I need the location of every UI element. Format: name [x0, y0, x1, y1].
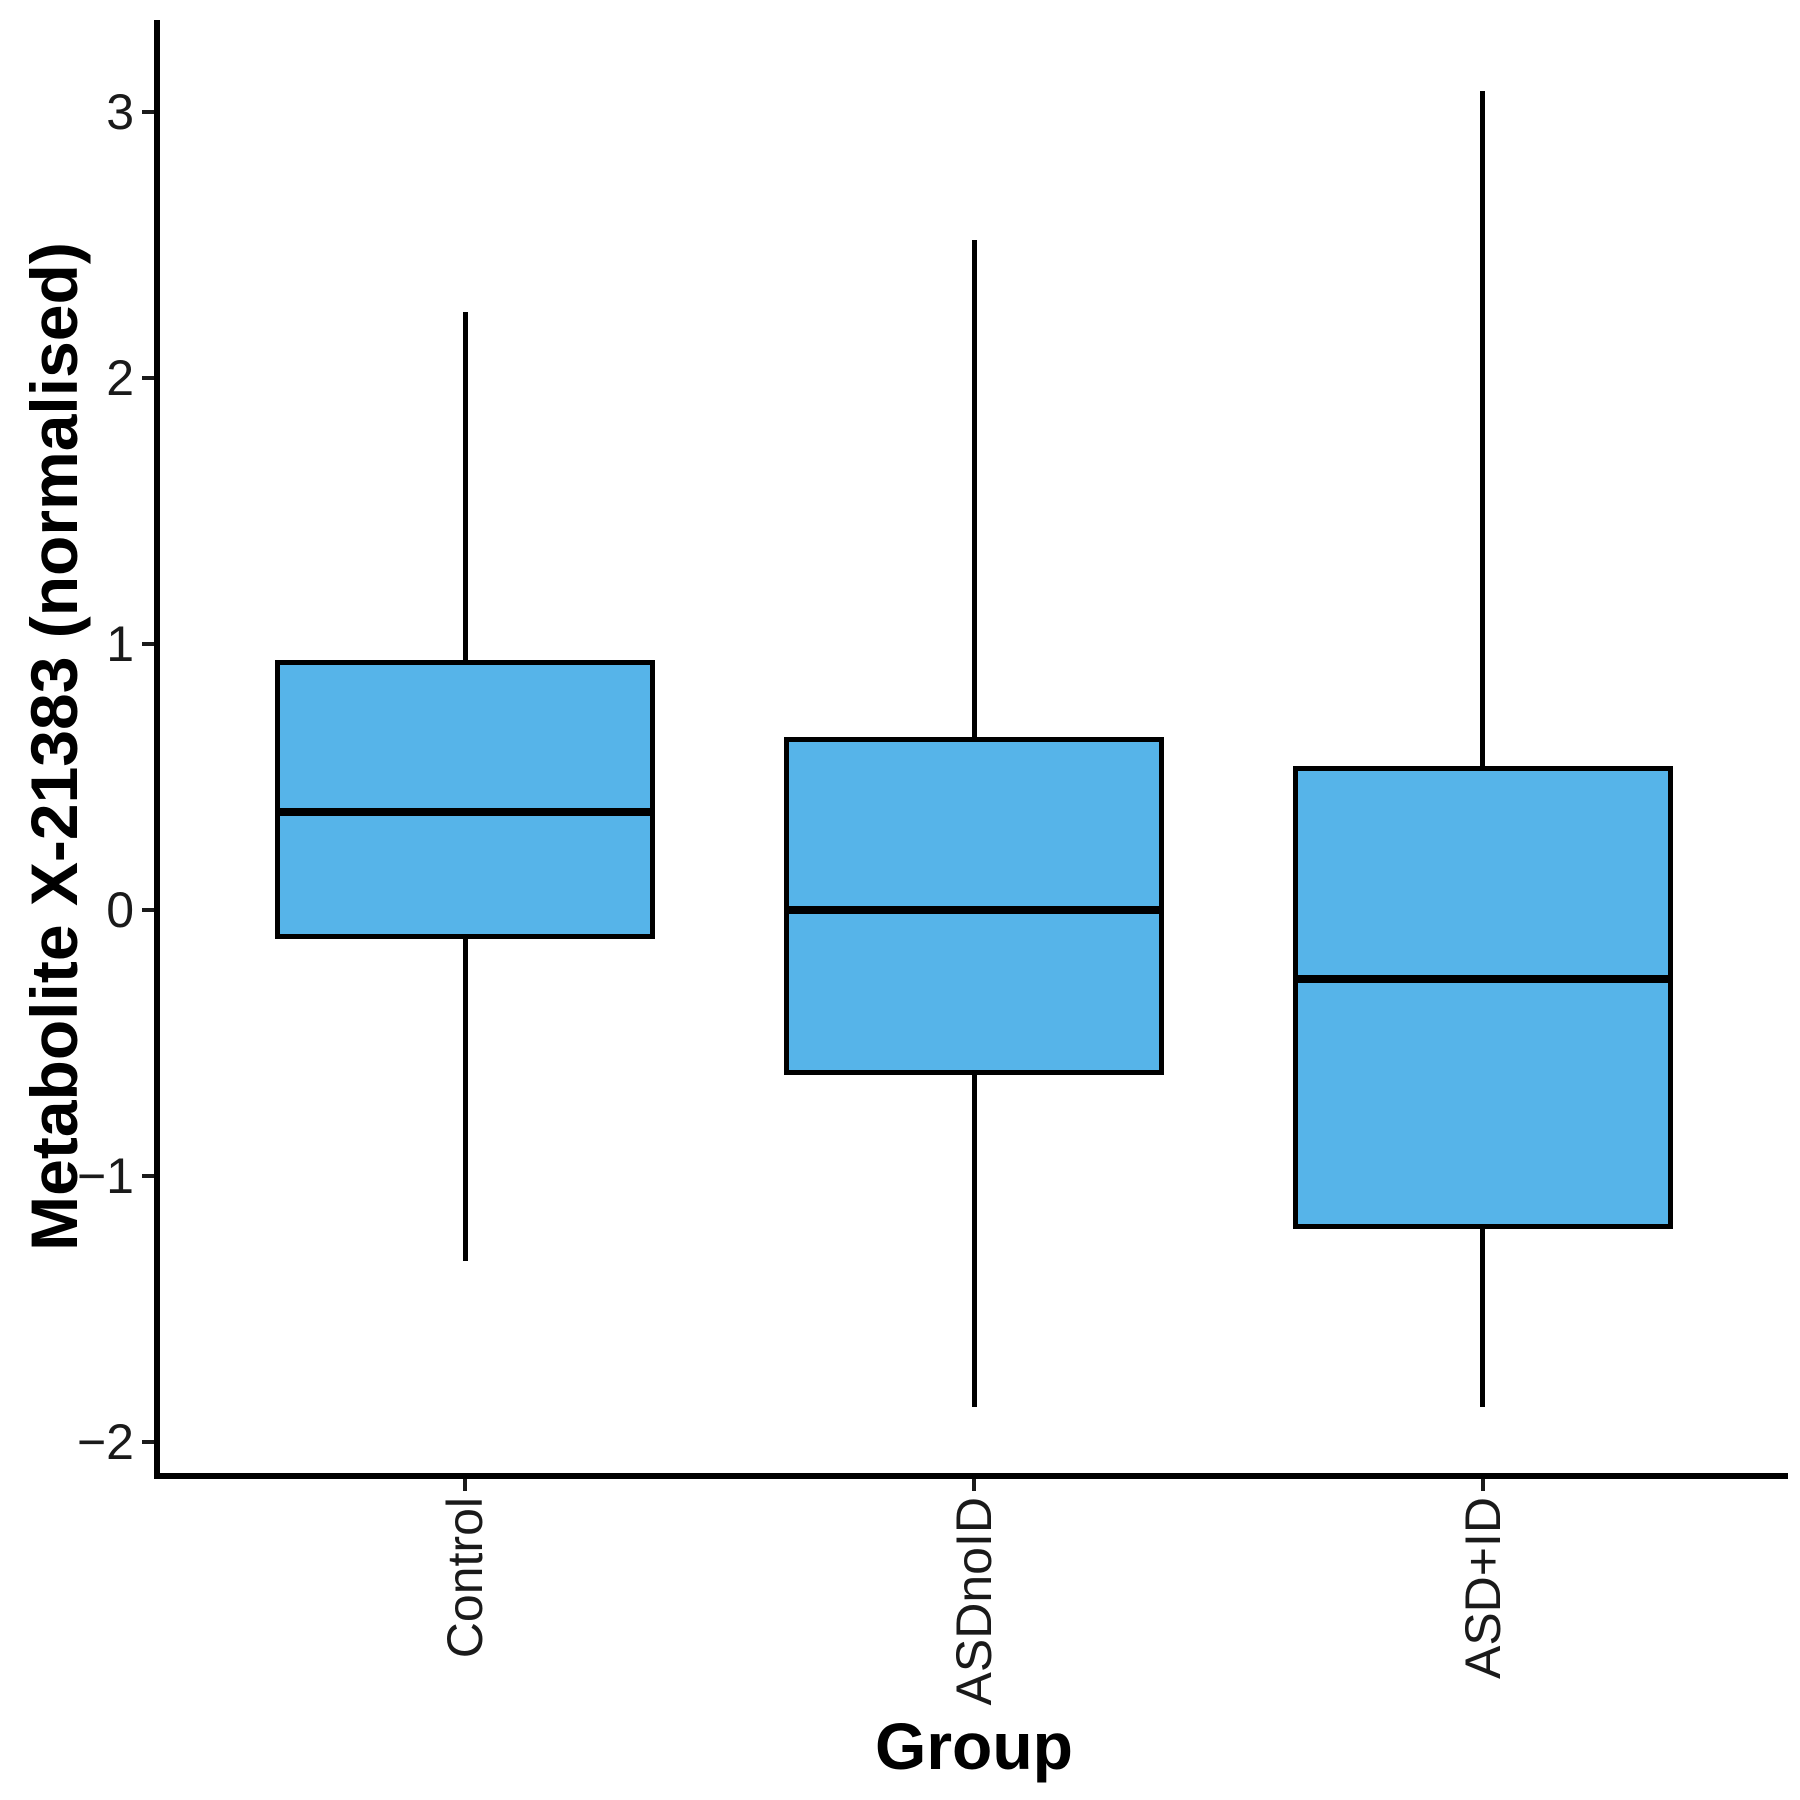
iqr-box [275, 659, 656, 940]
y-axis-line [154, 20, 160, 1479]
y-tick-mark [142, 908, 154, 912]
x-tick-label: Control [437, 1497, 494, 1659]
y-tick-label: 1 [106, 616, 134, 672]
y-tick-label: 0 [106, 882, 134, 938]
lower-whisker [971, 1074, 977, 1408]
upper-whisker [1480, 90, 1486, 767]
iqr-box [1292, 766, 1673, 1230]
y-tick-mark [142, 110, 154, 114]
y-tick-mark [142, 1174, 154, 1178]
x-axis-title: Group [875, 1709, 1073, 1783]
x-tick-label: ASDnoID [946, 1497, 1002, 1706]
y-tick-mark [142, 1440, 154, 1444]
y-tick-label: 3 [106, 84, 134, 140]
median-line [275, 807, 656, 816]
x-tick-mark [972, 1479, 976, 1491]
y-tick-label: 2 [106, 350, 134, 406]
y-tick-label: −2 [76, 1414, 134, 1470]
lower-whisker [1480, 1229, 1486, 1408]
median-line [784, 906, 1164, 914]
x-tick-label: ASD+ID [1454, 1497, 1511, 1680]
lower-whisker [462, 939, 468, 1262]
x-axis-line [154, 1473, 1788, 1479]
y-axis-title: Metabolite X-21383 (normalised) [17, 242, 91, 1251]
upper-whisker [971, 239, 977, 738]
x-tick-mark [1480, 1479, 1485, 1491]
y-tick-mark [142, 642, 154, 646]
median-line [1292, 975, 1673, 984]
y-tick-label: −1 [76, 1148, 134, 1204]
x-tick-mark [463, 1479, 468, 1491]
upper-whisker [462, 311, 468, 660]
y-tick-mark [142, 376, 154, 380]
